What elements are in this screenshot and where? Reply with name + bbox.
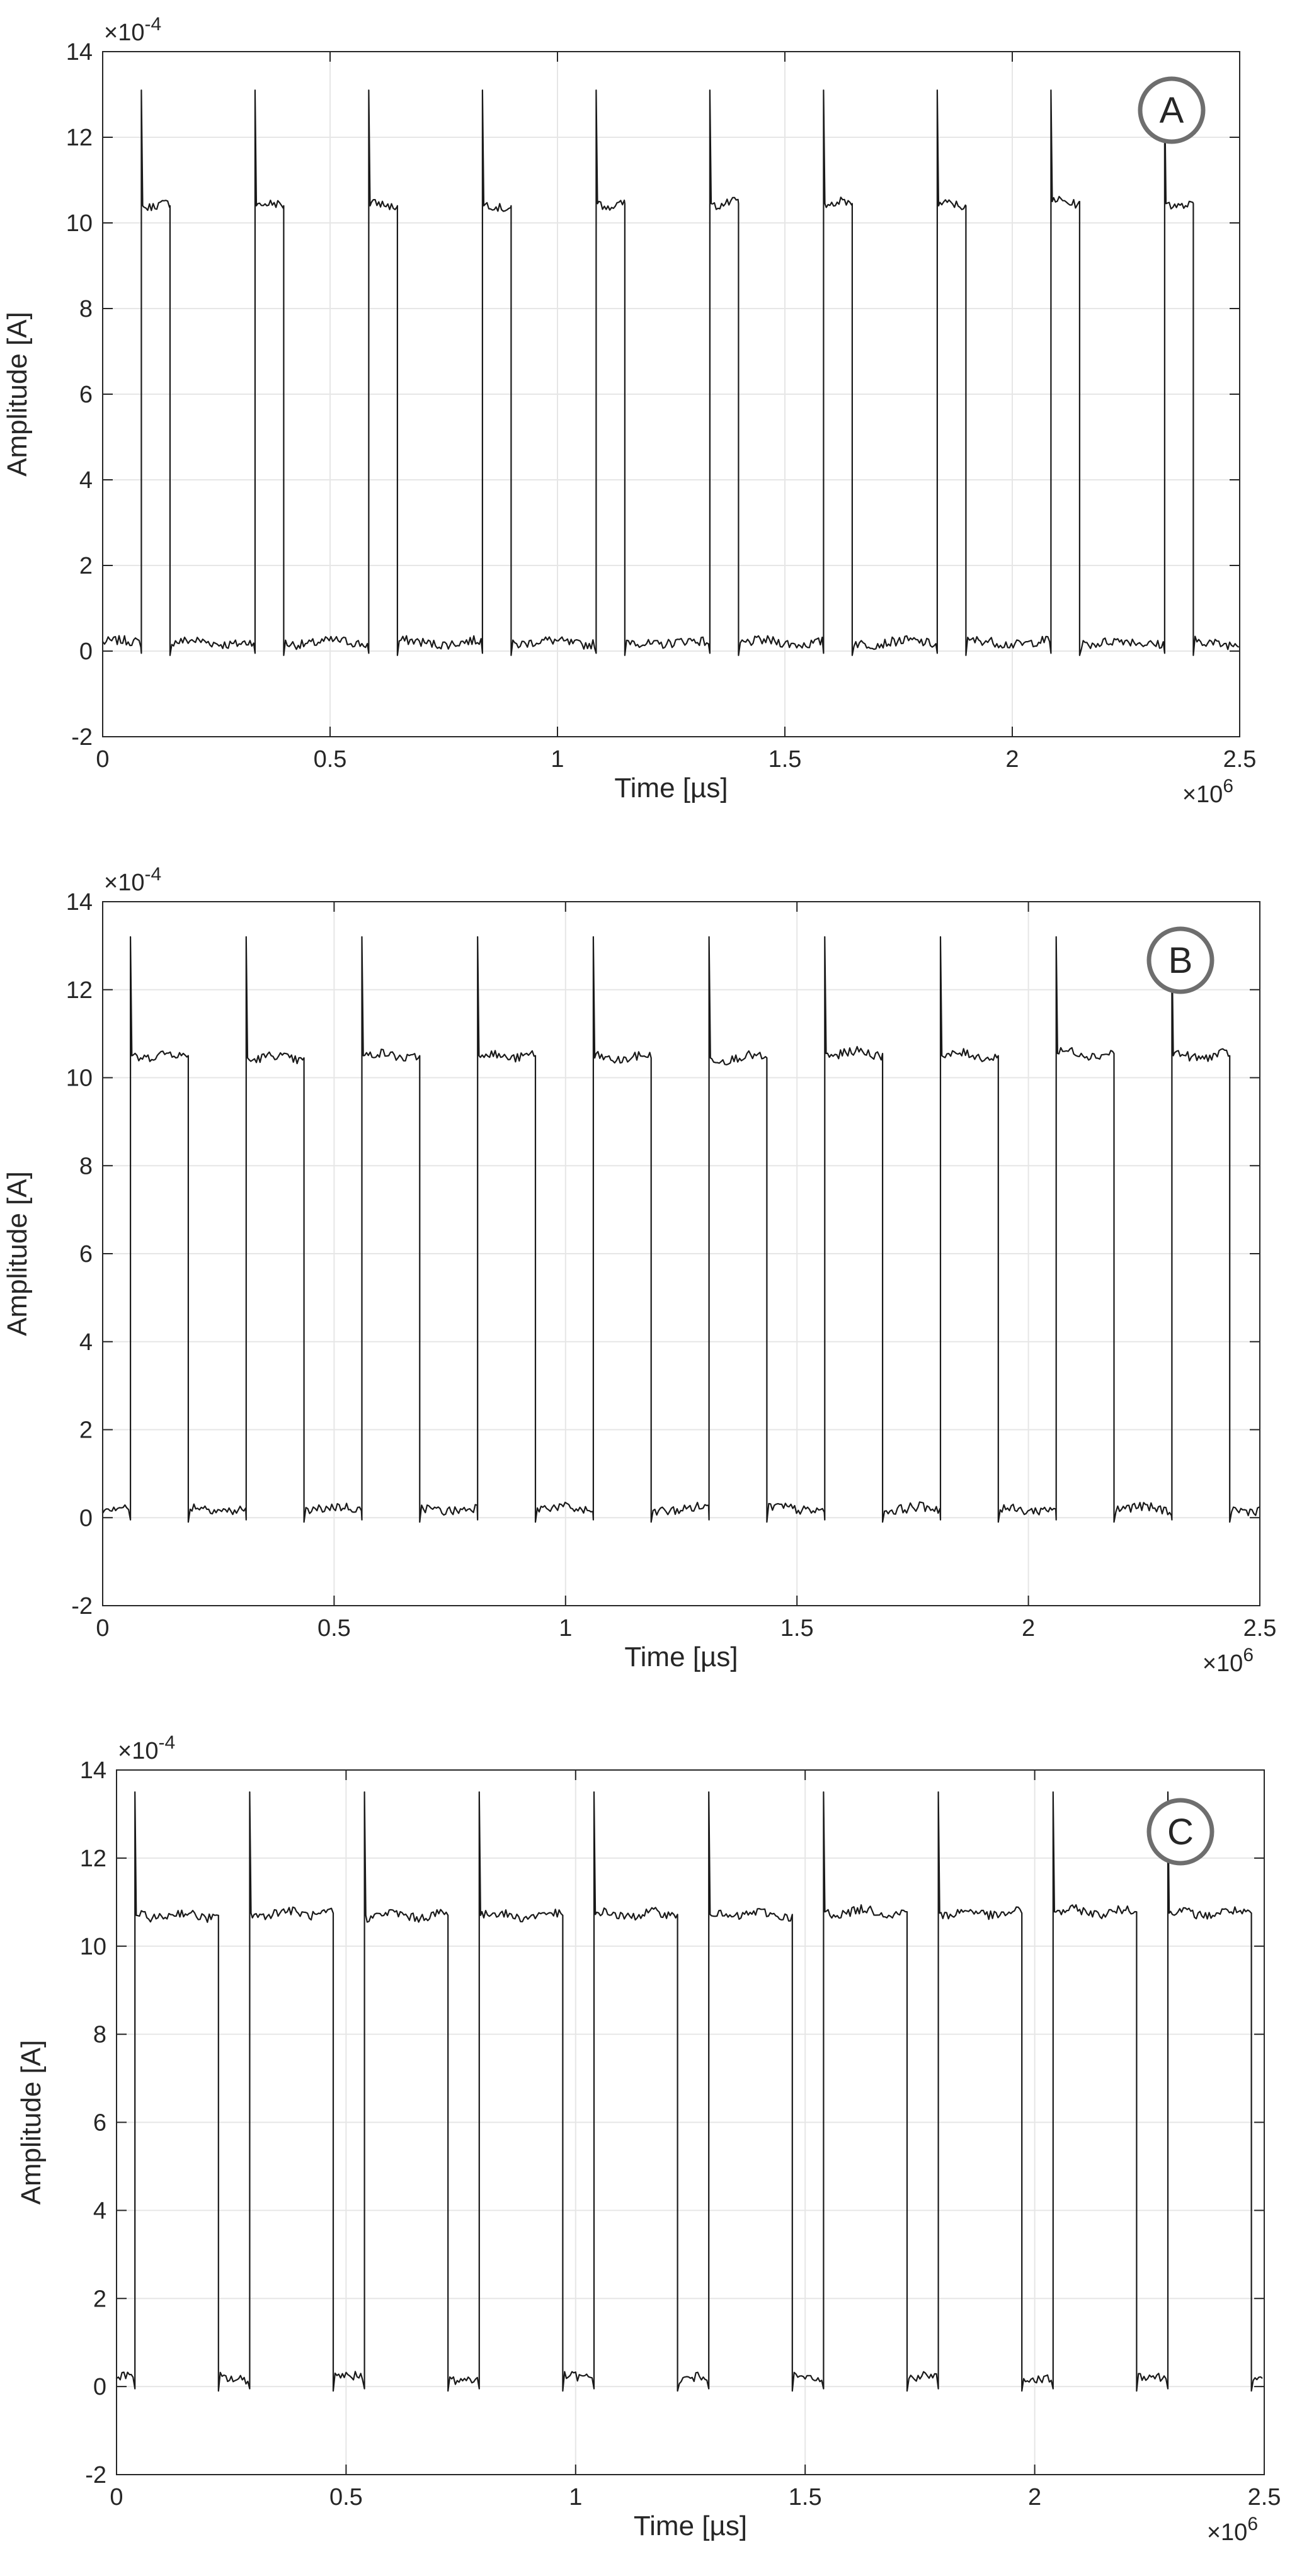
panel-label: A (1160, 90, 1184, 131)
panel-label: C (1167, 1812, 1194, 1853)
y-tick-label: 12 (66, 125, 93, 151)
y-tick-label: 8 (79, 296, 93, 322)
y-tick-label: 4 (79, 467, 93, 494)
x-tick-label: 0.5 (317, 1615, 351, 1642)
x-tick-label: 2.5 (1223, 746, 1257, 773)
y-tick-label: 4 (79, 1329, 93, 1356)
x-exponent-power: 6 (1247, 2514, 1258, 2534)
y-tick-label: 12 (80, 1846, 106, 1872)
x-axis-label: Time [µs] (624, 1642, 738, 1672)
x-tick-label: 1 (569, 2484, 582, 2511)
x-exponent-label: ×106 (1182, 776, 1233, 808)
x-tick-label: 1.5 (780, 1615, 814, 1642)
signal-trace (101, 89, 1240, 656)
y-tick-label: 2 (79, 1417, 93, 1444)
y-tick-label: 2 (79, 553, 93, 579)
x-tick-label: 2.5 (1248, 2484, 1281, 2511)
x-tick-label: 0 (110, 2484, 123, 2511)
panel-label-circle (1146, 1798, 1214, 1866)
panel-label: B (1168, 940, 1193, 981)
y-tick-label: 8 (79, 1153, 93, 1179)
y-tick-label: 8 (93, 2022, 106, 2048)
y-tick-label: -2 (71, 1593, 93, 1620)
signal-trace (101, 936, 1260, 1523)
y-tick-label: 12 (66, 977, 93, 1004)
x-tick-label: 1 (559, 1615, 572, 1642)
y-axis-label: Amplitude [A] (16, 2040, 47, 2205)
y-tick-label: 14 (66, 39, 93, 65)
x-exponent-label: ×106 (1203, 1645, 1254, 1677)
x-tick-label: 2.5 (1243, 1615, 1277, 1642)
panel-label-circle (1146, 926, 1214, 994)
y-exponent-label: ×10-4 (118, 1732, 175, 1764)
x-tick-label: 0.5 (314, 746, 347, 773)
panel-label-circle (1138, 76, 1206, 144)
x-exponent-power: 6 (1223, 776, 1233, 797)
x-tick-label: 1.5 (768, 746, 802, 773)
x-tick-label: 1 (551, 746, 564, 773)
y-exponent-power: -4 (144, 14, 161, 35)
y-tick-label: 14 (66, 889, 93, 916)
y-exponent-power: -4 (144, 864, 161, 885)
y-axis-label: Amplitude [A] (2, 1171, 33, 1336)
y-tick-label: 10 (66, 1065, 93, 1092)
signal-trace (115, 1791, 1263, 2392)
y-tick-label: 6 (93, 2110, 106, 2136)
x-tick-label: 2 (1005, 746, 1019, 773)
y-tick-label: 0 (79, 1505, 93, 1531)
y-tick-label: 6 (79, 382, 93, 408)
y-tick-label: 14 (80, 1757, 106, 1784)
y-exponent-label: ×10-4 (104, 864, 161, 896)
y-tick-label: 0 (79, 638, 93, 665)
x-tick-label: 0 (96, 1615, 109, 1642)
x-axis-label: Time [µs] (634, 2511, 747, 2541)
x-exponent-label: ×106 (1207, 2514, 1258, 2546)
y-tick-label: 2 (93, 2286, 106, 2312)
y-tick-label: 4 (93, 2198, 106, 2224)
x-axis-label: Time [µs] (614, 773, 728, 803)
y-tick-label: -2 (85, 2462, 106, 2488)
y-tick-label: 0 (93, 2374, 106, 2400)
y-exponent-label: ×10-4 (104, 14, 161, 46)
x-tick-label: 0 (96, 746, 109, 773)
x-tick-label: 1.5 (789, 2484, 822, 2511)
y-exponent-power: -4 (158, 1732, 175, 1753)
y-axis-label: Amplitude [A] (2, 312, 33, 477)
x-exponent-power: 6 (1243, 1645, 1254, 1665)
x-tick-label: 0.5 (329, 2484, 363, 2511)
x-tick-label: 2 (1022, 1615, 1035, 1642)
y-tick-label: 6 (79, 1241, 93, 1268)
x-tick-label: 2 (1028, 2484, 1041, 2511)
y-tick-label: -2 (71, 724, 93, 751)
y-tick-label: 10 (80, 1934, 106, 1960)
y-tick-label: 10 (66, 210, 93, 237)
